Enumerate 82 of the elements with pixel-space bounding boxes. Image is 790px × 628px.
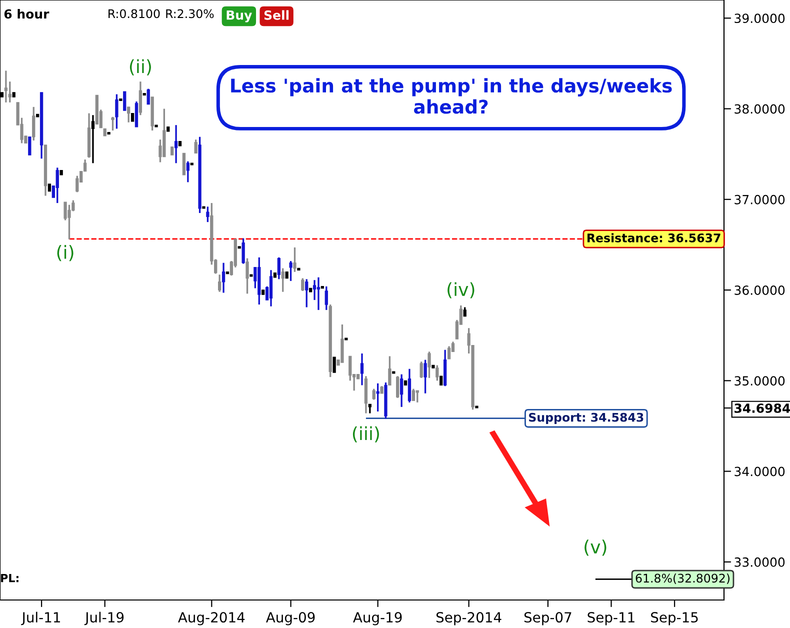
ref-line-label: Resistance: 36.5637 bbox=[588, 233, 720, 242]
candlestick bbox=[91, 114, 95, 164]
candlestick bbox=[242, 238, 245, 265]
candlestick bbox=[436, 364, 439, 382]
annotation: (i) bbox=[57, 245, 74, 262]
candlestick bbox=[186, 160, 190, 184]
candlestick bbox=[289, 260, 292, 282]
ref-line-label: Support: 34.5843 bbox=[529, 412, 644, 424]
candlestick bbox=[218, 274, 222, 293]
annotation: (v) bbox=[584, 540, 606, 556]
candlestick bbox=[123, 90, 126, 112]
candlestick bbox=[368, 403, 372, 414]
candlestick bbox=[340, 324, 344, 364]
candlestick bbox=[281, 267, 284, 293]
annotation: R:0.8100 bbox=[108, 9, 160, 18]
candlestick bbox=[428, 350, 431, 379]
candlestick bbox=[388, 355, 392, 386]
x-tick-label: Sep-2014 bbox=[436, 612, 502, 626]
candlestick bbox=[56, 166, 59, 204]
annotation: Sell bbox=[264, 10, 289, 20]
candlestick bbox=[396, 375, 400, 399]
candlestick bbox=[76, 174, 79, 193]
candlestick bbox=[324, 286, 328, 311]
candlestick bbox=[416, 390, 419, 404]
x-tick-label: Sep-15 bbox=[651, 612, 698, 626]
candlestick bbox=[447, 345, 451, 360]
candlestick bbox=[360, 352, 364, 386]
candlestick bbox=[194, 138, 198, 154]
y-tick-label: 38.0000 bbox=[734, 104, 785, 114]
y-tick-label: 34.6984 bbox=[734, 403, 790, 413]
annotation: PL: bbox=[1, 574, 18, 582]
ref-line-label: 61.8%(32.8092) bbox=[636, 574, 730, 584]
y-tick-label: 34.0000 bbox=[734, 466, 785, 476]
candlestick bbox=[134, 100, 138, 128]
candlestick bbox=[440, 376, 443, 386]
candlestick bbox=[115, 93, 118, 130]
annotation: (ii) bbox=[130, 59, 151, 76]
x-tick-label: Sep-07 bbox=[524, 612, 572, 626]
candlestick bbox=[174, 124, 178, 164]
annotation: Buy bbox=[226, 10, 252, 22]
candlestick bbox=[400, 373, 404, 408]
candlestick bbox=[68, 204, 71, 240]
candlestick bbox=[305, 278, 308, 308]
annotation: Less 'pain at the pump' in the days/weeks ahead? bbox=[231, 78, 672, 114]
candlestick bbox=[293, 246, 296, 273]
candlestick bbox=[206, 206, 210, 223]
candlestick bbox=[372, 388, 376, 401]
y-tick-label: 39.0000 bbox=[734, 14, 785, 24]
y-tick-label: 33.0000 bbox=[734, 557, 785, 567]
x-tick-label: Aug-19 bbox=[353, 612, 402, 626]
annotation: (iv) bbox=[448, 282, 474, 298]
candlestick bbox=[269, 269, 273, 308]
candlestick bbox=[4, 70, 8, 104]
candlestick bbox=[301, 277, 304, 292]
annotation: R:2.30% bbox=[166, 9, 214, 18]
y-tick-label: 36.0000 bbox=[734, 286, 785, 295]
candlestick bbox=[111, 116, 114, 132]
annotation: (iii) bbox=[352, 426, 379, 442]
x-tick-label: Jul-19 bbox=[84, 612, 124, 626]
x-tick-label: Sep-11 bbox=[588, 612, 634, 626]
x-tick-label: Aug-09 bbox=[266, 612, 315, 626]
y-tick-label: 35.0000 bbox=[734, 376, 785, 386]
x-tick-label: Aug-2014 bbox=[178, 612, 245, 626]
candlestick bbox=[424, 358, 427, 394]
candlestick bbox=[463, 306, 466, 318]
text: 6 hour bbox=[4, 9, 50, 19]
candlestick bbox=[420, 360, 423, 379]
candlestick bbox=[316, 276, 320, 311]
x-tick-label: Jul-11 bbox=[21, 612, 60, 626]
candlestick bbox=[222, 262, 226, 294]
candlestick bbox=[412, 388, 416, 402]
candlestick bbox=[182, 152, 186, 176]
y-tick-label: 37.0000 bbox=[734, 194, 785, 204]
candlestick bbox=[146, 88, 150, 106]
candlestick bbox=[348, 355, 352, 382]
candlestick bbox=[246, 257, 249, 294]
candlestick bbox=[32, 106, 36, 142]
candlestick bbox=[127, 106, 130, 124]
candlestick bbox=[376, 382, 380, 412]
candlestick bbox=[277, 256, 280, 280]
candlestick bbox=[138, 80, 142, 116]
candlestick bbox=[408, 368, 412, 404]
